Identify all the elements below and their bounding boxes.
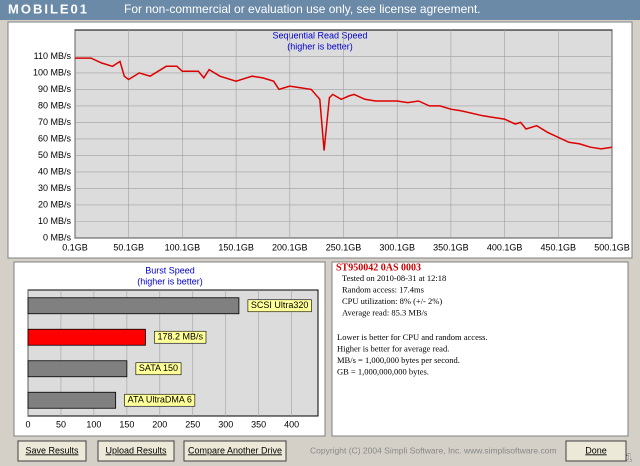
bar-label-box [124,393,196,407]
info-note: GB = 1,000,000,000 bytes. [337,366,429,376]
info-line: Random access: 17.4ms [342,284,424,294]
x-tick-label: 150.1GB [218,242,254,252]
x-tick-label: 50 [56,419,66,429]
x-tick-label: 500.1GB [594,242,630,252]
x-tick-label: 200 [152,419,167,429]
y-tick-label: 70 MB/s [38,117,72,127]
read-subtitle: (higher is better) [287,41,353,51]
info-note: MB/s = 1,000,000 bytes per second. [337,355,460,365]
button[interactable] [97,440,175,462]
button-label[interactable]: Compare Another Drive [188,445,282,455]
button[interactable] [17,440,87,462]
info-note: Lower is better for CPU and random acces… [337,332,488,342]
x-tick-label: 0.1GB [62,242,88,252]
watermark: MOBILE01 [8,1,89,16]
x-tick-label: 350.1GB [433,242,469,252]
y-tick-label: 0 MB/s [43,232,72,242]
info-panel [331,261,629,437]
x-tick-label: 300 [218,419,233,429]
x-tick-label: 0 [25,419,30,429]
bar [27,328,146,346]
info-note: Higher is better for average read. [337,343,449,353]
x-tick-label: 300.1GB [379,242,415,252]
y-tick-label: 50 MB/s [38,150,72,160]
bar [27,391,117,409]
y-tick-label: 30 MB/s [38,183,72,193]
bar-label-box [154,330,207,344]
bar-label: SATA 150 [139,363,178,373]
button-label[interactable]: Upload Results [105,445,167,455]
read-speed-line [75,57,613,151]
x-tick-label: 200.1GB [272,242,308,252]
read-title: Sequential Read Speed [272,30,367,40]
y-tick-label: 20 MB/s [38,199,72,209]
x-tick-label: 50.1GB [113,242,144,252]
x-tick-label: 450.1GB [541,242,577,252]
x-tick-label: 100.1GB [165,242,201,252]
burst-title: Burst Speed [145,265,195,275]
bar-label-box [135,362,182,376]
y-tick-label: 90 MB/s [38,84,72,94]
button-label[interactable]: Save Results [25,445,79,455]
button[interactable] [565,440,627,462]
button[interactable] [183,440,287,462]
window-title: For non-commercial or evaluation use onl… [124,2,481,16]
y-tick-label: 100 MB/s [33,67,72,77]
info-line: CPU utilization: 8% (+/- 2%) [342,296,442,306]
bar [27,360,128,378]
x-tick-label: 100 [86,419,101,429]
info-line: Tested on 2010-08-31 at 12:18 [342,273,446,283]
x-tick-label: 150 [119,419,134,429]
x-tick-label: 400.1GB [487,242,523,252]
x-tick-label: 250 [185,419,200,429]
bar-label: ATA UltraDMA 6 [128,395,192,405]
drive-name: ST950042 0AS 0003 [336,262,421,273]
y-tick-label: 10 MB/s [38,216,72,226]
x-tick-label: 350 [251,419,266,429]
x-tick-label: 250.1GB [326,242,362,252]
info-line: Average read: 85.3 MB/s [342,307,427,317]
bar-label: 178.2 MB/s [157,332,203,342]
x-tick-label: 400 [284,419,299,429]
y-tick-label: 110 MB/s [34,51,72,61]
copyright: Copyright (C) 2004 Simpli Software, Inc.… [310,445,557,455]
y-tick-label: 80 MB/s [38,100,72,110]
burst-subtitle: (higher is better) [137,276,203,286]
bar [27,297,240,315]
button-label[interactable]: Done [585,445,607,455]
y-tick-label: 60 MB/s [38,133,72,143]
y-tick-label: 40 MB/s [38,166,72,176]
bar-label: SCSI Ultra320 [251,300,309,310]
bar-label-box [247,299,312,313]
title-bar [0,0,640,20]
